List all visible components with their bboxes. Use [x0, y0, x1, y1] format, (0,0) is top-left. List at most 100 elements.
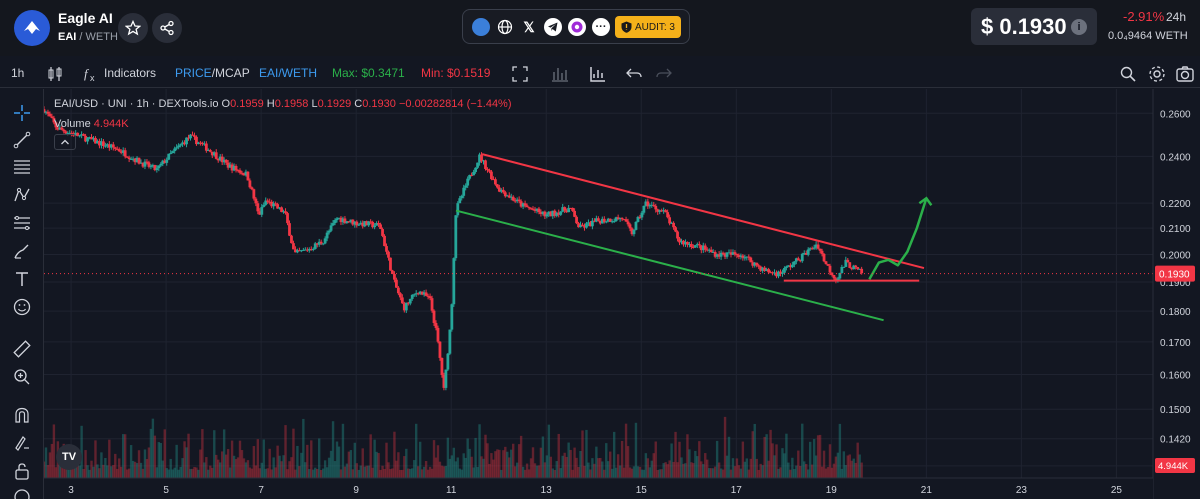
volume-bar — [399, 469, 402, 478]
candle-body — [436, 327, 440, 342]
zoom-in-icon[interactable] — [12, 367, 32, 387]
trend-line-icon[interactable] — [12, 130, 32, 150]
price-axis[interactable]: 0.2600 0.2400 0.2200 0.2100 0.2000 0.1900 0.18… — [1152, 89, 1200, 499]
volume-bar — [317, 438, 321, 478]
candle-body — [640, 212, 644, 218]
volume-bar — [169, 458, 172, 478]
candle-body — [674, 227, 677, 232]
volume-bar — [292, 428, 295, 478]
candle-body — [693, 245, 697, 248]
volume-bar — [498, 449, 501, 478]
price-chart[interactable]: 0.2600 0.2400 0.2200 0.2100 0.2000 0.1900 0.18… — [44, 89, 1200, 499]
website-icon[interactable] — [472, 18, 490, 36]
pattern-tool-icon[interactable] — [12, 185, 32, 205]
candle-body — [810, 248, 814, 250]
candle-type-icon[interactable] — [45, 64, 65, 84]
volume-bar — [779, 467, 782, 478]
x-twitter-icon[interactable]: 𝕏 — [523, 18, 535, 35]
candle-body — [258, 211, 262, 215]
horizontal-lines-icon[interactable] — [12, 157, 32, 177]
volume-bar — [270, 469, 273, 478]
interval-selector[interactable]: 1h — [11, 66, 25, 80]
fib-tool-icon[interactable] — [12, 213, 32, 233]
volume-bar — [268, 448, 271, 478]
volume-bar — [755, 458, 758, 478]
volume-bar — [478, 424, 481, 478]
candle-body — [505, 195, 509, 197]
candle-body — [252, 189, 256, 199]
candle-body — [497, 187, 501, 192]
eye-icon[interactable] — [12, 487, 32, 499]
undo-icon[interactable] — [624, 64, 644, 84]
candle-body — [648, 205, 652, 207]
candle-body — [626, 221, 630, 225]
volume-bar — [327, 457, 331, 478]
indicators-button[interactable]: Indicators — [104, 66, 157, 80]
candle-body — [335, 218, 339, 221]
more-options-icon[interactable]: ··· — [592, 18, 610, 36]
candle-body — [343, 218, 347, 223]
candle-body — [628, 224, 632, 229]
redo-icon[interactable] — [654, 64, 674, 84]
candle-body — [474, 167, 477, 172]
candle-body — [440, 357, 444, 375]
candle-body — [484, 160, 487, 169]
share-button[interactable] — [152, 13, 182, 43]
volume-bar — [288, 461, 291, 478]
globe-icon[interactable] — [496, 18, 514, 36]
candle-body — [561, 207, 565, 212]
crosshair-icon[interactable] — [12, 103, 32, 123]
fullscreen-icon[interactable] — [510, 64, 530, 84]
lock-drawing-icon[interactable] — [12, 433, 32, 453]
tradingview-logo[interactable]: TV — [56, 444, 82, 470]
candle-body — [428, 296, 432, 299]
search-zoom-icon[interactable] — [1118, 64, 1138, 84]
gear-icon[interactable] — [1147, 64, 1167, 84]
candle-body — [313, 243, 317, 249]
candle-body — [743, 257, 747, 259]
volume-bar — [450, 455, 454, 478]
volume-bar — [630, 468, 634, 478]
time-tick-label: 25 — [1111, 485, 1123, 496]
volume-bar — [349, 450, 353, 478]
candle-body — [814, 244, 818, 248]
volume-bar — [426, 469, 430, 478]
uniswap-icon[interactable] — [568, 18, 586, 36]
collapse-legend-button[interactable] — [54, 134, 76, 150]
audit-badge[interactable]: AUDIT: 3 — [615, 16, 681, 38]
time-axis[interactable]: 3 5 7 9 11 13 15 17 19 21 23 25 — [44, 477, 1153, 499]
emoji-icon[interactable] — [12, 297, 32, 317]
volume-bar — [785, 433, 788, 478]
price-mcap-toggle[interactable]: PRICE/MCAP — [175, 66, 250, 80]
volume-bar — [791, 457, 794, 478]
pair-selector[interactable]: EAI/WETH — [259, 66, 318, 80]
candle-body — [644, 201, 648, 206]
ruler-icon[interactable] — [12, 339, 32, 359]
candle-body — [349, 219, 353, 222]
volume-bar — [620, 440, 624, 478]
volume-bar — [727, 436, 731, 478]
volume-bar — [593, 463, 596, 478]
candle-body — [523, 203, 527, 206]
magnet-icon[interactable] — [12, 405, 32, 425]
chart-settings-icon[interactable] — [588, 64, 608, 84]
candle-body — [141, 162, 145, 167]
camera-icon[interactable] — [1175, 64, 1195, 84]
candle-body — [563, 207, 567, 211]
brush-icon[interactable] — [12, 241, 32, 261]
volume-bar — [474, 437, 477, 478]
compare-icon[interactable] — [550, 64, 570, 84]
text-tool-icon[interactable] — [12, 269, 32, 289]
volume-bar — [252, 446, 256, 478]
candle-body — [412, 294, 416, 296]
favorite-button[interactable] — [118, 13, 148, 43]
candle-body — [535, 208, 539, 211]
telegram-icon[interactable] — [544, 18, 562, 36]
volume-bar — [341, 423, 345, 478]
volume-bar — [565, 456, 568, 478]
info-icon[interactable]: i — [1071, 19, 1087, 35]
volume-bar — [244, 462, 248, 478]
lock-icon[interactable] — [12, 461, 32, 481]
candle-body — [515, 199, 519, 202]
